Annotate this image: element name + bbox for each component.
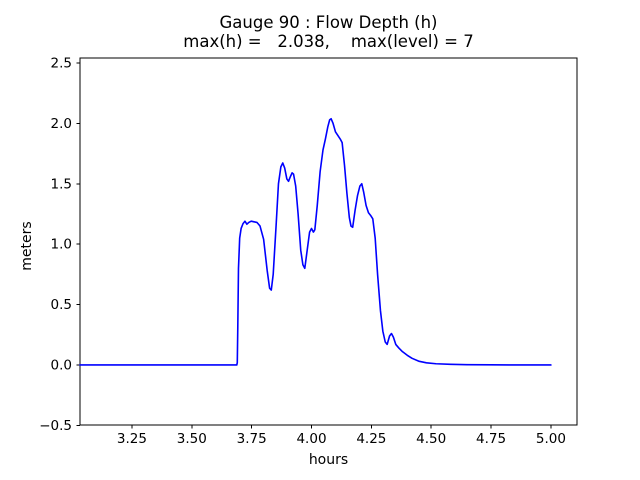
flow-depth-line <box>79 117 552 366</box>
y-tick-label: 0.5 <box>51 297 72 313</box>
y-axis-label: meters <box>19 221 35 271</box>
x-tick-label: 4.50 <box>416 431 446 447</box>
chart-title: Gauge 90 : Flow Depth (h) <box>219 13 438 32</box>
x-tick-label: 4.25 <box>356 431 386 447</box>
x-tick-label: 5.00 <box>536 431 566 447</box>
y-tick-label: 2.5 <box>51 55 72 71</box>
x-tick-label: 3.50 <box>177 431 207 447</box>
y-tick-label: 1.5 <box>51 176 72 192</box>
y-tick-label: 1.0 <box>51 237 72 253</box>
x-tick-label: 3.75 <box>237 431 267 447</box>
x-axis-label: hours <box>308 452 349 468</box>
x-tick-label: 4.75 <box>476 431 506 447</box>
axes-frame <box>79 57 578 426</box>
x-tick-label: 4.00 <box>296 431 326 447</box>
y-tick-label: 2.0 <box>51 116 72 132</box>
y-tick-label: 0.0 <box>51 357 72 373</box>
chart-subtitle: max(h) = 2.038, max(level) = 7 <box>183 32 474 51</box>
y-tick-label: −0.5 <box>39 418 72 434</box>
x-tick-label: 3.25 <box>117 431 147 447</box>
